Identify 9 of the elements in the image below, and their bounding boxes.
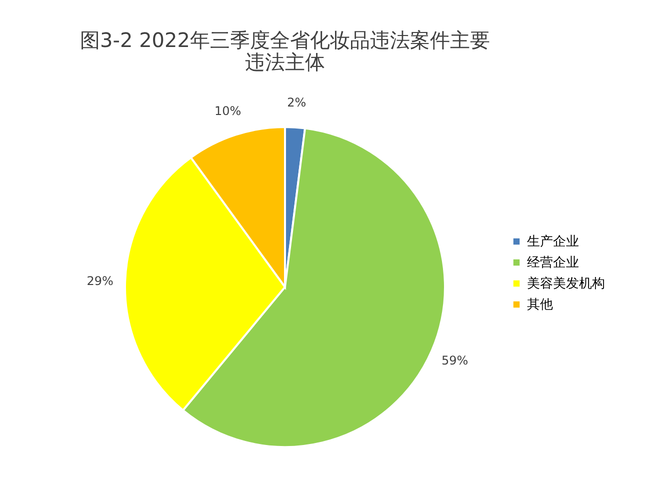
legend-label: 生产企业 — [527, 234, 579, 250]
data-label: 2% — [287, 95, 306, 110]
legend-label: 其他 — [527, 298, 553, 312]
data-label: 29% — [86, 274, 114, 288]
data-label: 59% — [441, 353, 468, 368]
legend-label: 经营企业 — [527, 256, 579, 270]
legend-label: 美容美发机构 — [527, 276, 605, 292]
chart-title: 图3-2 2022年三季度全省化妆品违法案件主要违法主体 — [80, 28, 490, 74]
data-label: 10% — [214, 104, 242, 118]
